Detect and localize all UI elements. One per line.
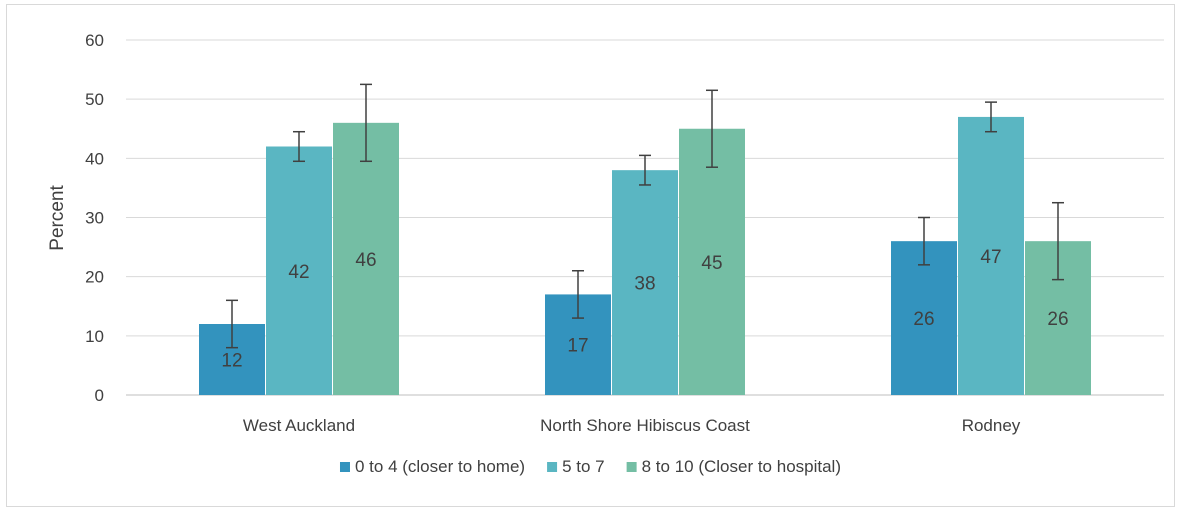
y-tick-label: 30 [85, 209, 104, 228]
legend-item: 0 to 4 (closer to home) [340, 457, 525, 476]
legend-swatch [340, 462, 350, 472]
x-category-label: Rodney [962, 416, 1021, 435]
data-label: 42 [288, 262, 309, 283]
x-category-label: West Auckland [243, 416, 355, 435]
data-label: 38 [634, 274, 655, 295]
y-tick-label: 10 [85, 327, 104, 346]
legend-label: 0 to 4 (closer to home) [355, 457, 525, 476]
data-label: 17 [567, 336, 588, 357]
x-axis-categories: West Auckland North Shore Hibiscus Coast R… [243, 416, 1021, 435]
legend-label: 8 to 10 (Closer to hospital) [642, 457, 841, 476]
x-category-label: North Shore Hibiscus Coast [540, 416, 750, 435]
data-label: 26 [1047, 309, 1068, 330]
legend: 0 to 4 (closer to home) 5 to 7 8 to 10 (Cl… [340, 457, 841, 476]
y-tick-label: 0 [95, 386, 104, 405]
y-tick-label: 40 [85, 149, 104, 168]
data-label: 46 [355, 250, 376, 271]
y-tick-label: 20 [85, 268, 104, 287]
legend-item: 8 to 10 (Closer to hospital) [627, 457, 841, 476]
y-tick-label: 60 [85, 31, 104, 50]
data-label: 47 [980, 247, 1001, 268]
y-axis-ticks: 0 10 20 30 40 50 60 [85, 31, 104, 405]
legend-swatch [627, 462, 637, 472]
data-label: 12 [221, 351, 242, 372]
legend-label: 5 to 7 [562, 457, 605, 476]
y-tick-label: 50 [85, 90, 104, 109]
y-axis-title: Percent [47, 185, 68, 251]
legend-swatch [547, 462, 557, 472]
data-label: 45 [701, 253, 722, 274]
legend-item: 5 to 7 [547, 457, 605, 476]
data-label: 26 [913, 309, 934, 330]
